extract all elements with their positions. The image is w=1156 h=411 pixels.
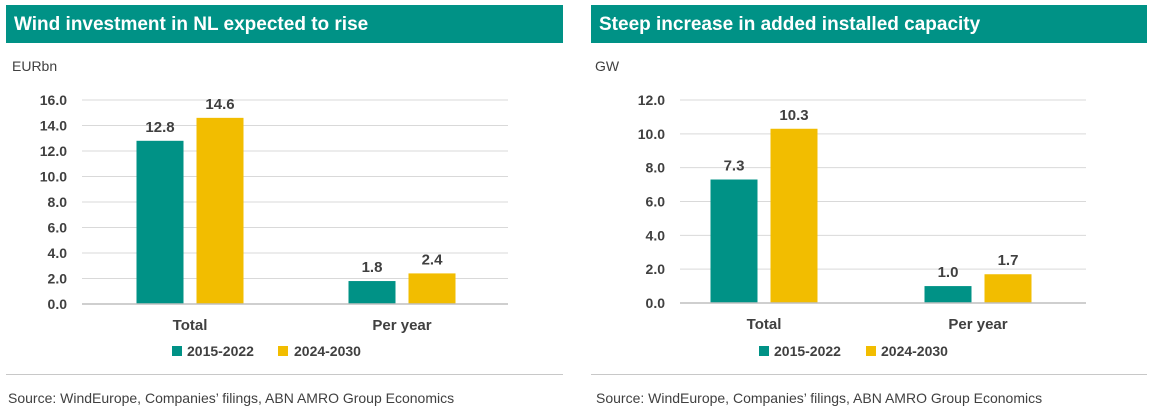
x-category-label: Total	[173, 317, 208, 334]
source-note: Source: WindEurope, Companies’ filings, …	[8, 390, 455, 406]
y-tick-label: 16.0	[40, 92, 67, 108]
y-tick-label: 2.0	[48, 271, 68, 287]
y-tick-label: 4.0	[646, 227, 666, 243]
y-tick-label: 12.0	[638, 92, 665, 108]
data-label: 12.8	[145, 119, 174, 136]
y-tick-label: 6.0	[48, 220, 68, 236]
y-tick-label: 0.0	[48, 296, 68, 312]
y-tick-label: 2.0	[646, 261, 666, 277]
legend-swatch	[866, 346, 876, 356]
legend-label: 2024-2030	[294, 343, 361, 359]
x-category-label: Per year	[948, 316, 1007, 333]
data-label: 1.0	[938, 264, 959, 281]
bar	[984, 274, 1032, 303]
data-label: 14.6	[205, 96, 234, 113]
chart-panel-capacity: Steep increase in added installed capaci…	[588, 0, 1154, 411]
x-category-label: Per year	[372, 317, 431, 334]
chart-title: Wind investment in NL expected to rise	[14, 14, 369, 35]
data-label: 7.3	[724, 158, 745, 175]
legend-swatch	[278, 346, 288, 356]
bar	[770, 128, 818, 303]
bar	[408, 273, 456, 304]
data-label: 1.8	[362, 259, 383, 276]
bar	[924, 286, 972, 303]
legend-label: 2015-2022	[774, 343, 841, 359]
bar-chart-investment: 16.0 14.0 12.0 10.0 8.0 6.0 4.0 2.0 0.0 12.8 14.6 T…	[40, 92, 508, 359]
y-tick-label: 12.0	[40, 143, 67, 159]
y-axis-unit: GW	[595, 58, 620, 74]
source-divider	[6, 374, 563, 375]
chart-title-bar: Steep increase in added installed capaci…	[591, 5, 1147, 43]
bar	[196, 117, 244, 304]
data-label: 10.3	[779, 107, 808, 124]
y-tick-label: 14.0	[40, 118, 67, 134]
bar	[348, 281, 396, 304]
legend-swatch	[172, 346, 182, 356]
source-note: Source: WindEurope, Companies’ filings, …	[596, 390, 1043, 406]
y-tick-label: 8.0	[646, 160, 666, 176]
chart-title-bar: Wind investment in NL expected to rise	[6, 5, 563, 43]
legend-swatch	[759, 346, 769, 356]
y-axis-unit: EURbn	[12, 58, 58, 74]
y-tick-label: 8.0	[48, 194, 68, 210]
chart-title: Steep increase in added installed capaci…	[599, 14, 981, 35]
y-tick-label: 4.0	[48, 245, 68, 261]
y-tick-label: 10.0	[40, 169, 67, 185]
data-label: 1.7	[998, 252, 1019, 269]
y-tick-label: 10.0	[638, 126, 665, 142]
x-category-label: Total	[747, 316, 782, 333]
legend-label: 2024-2030	[881, 343, 948, 359]
chart-panel-investment: Wind investment in NL expected to rise E…	[0, 0, 566, 411]
y-tick-label: 0.0	[646, 295, 666, 311]
legend-label: 2015-2022	[187, 343, 254, 359]
bar-chart-capacity: 12.0 10.0 8.0 6.0 4.0 2.0 0.0 7.3 10.3 Total 1.0 1.…	[638, 92, 1086, 359]
y-tick-label: 6.0	[646, 194, 666, 210]
data-label: 2.4	[422, 251, 444, 268]
bar	[136, 140, 184, 304]
bar	[710, 179, 758, 303]
source-divider	[591, 374, 1147, 375]
